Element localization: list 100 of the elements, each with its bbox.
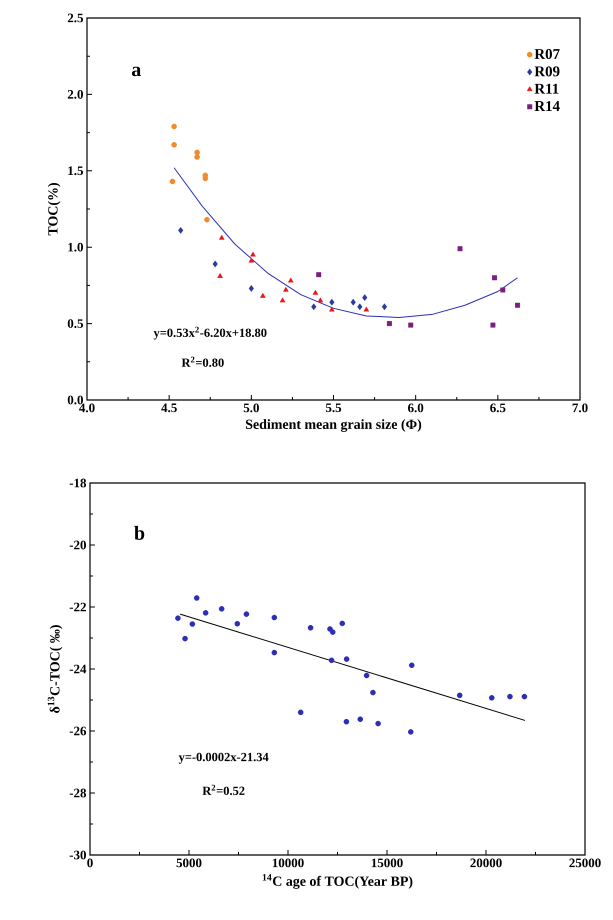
point [515, 302, 520, 308]
point [260, 292, 266, 298]
x-tick-label: 5.0 [244, 404, 259, 412]
x-tick-label: 7.0 [572, 404, 588, 412]
point [350, 298, 356, 306]
point [488, 695, 495, 701]
point [311, 303, 316, 310]
point [218, 234, 225, 240]
point [194, 595, 200, 601]
y-tick-label: 2.0 [68, 90, 83, 99]
point [492, 275, 498, 280]
x-tick-label: 25000 [569, 858, 601, 868]
point [312, 290, 318, 295]
annotation: b [134, 526, 144, 540]
y-tick-label: 1.0 [68, 242, 83, 252]
x-tick-label: 5000 [176, 858, 202, 868]
x-tick-label: 10000 [272, 858, 304, 868]
legend-label: R11 [534, 84, 558, 94]
y-tick-label: -22 [70, 602, 86, 612]
line-series [174, 167, 518, 318]
point [344, 656, 350, 662]
y-tick-label: -18 [70, 478, 86, 488]
point [272, 614, 278, 620]
point [171, 142, 177, 148]
point [318, 297, 324, 302]
point [408, 322, 414, 328]
x-tick-label: 15000 [372, 858, 403, 868]
point [298, 710, 304, 716]
annotation: y=0.53x$^{2}$-6.20x+18.80 [154, 326, 267, 340]
point [212, 260, 218, 268]
point [458, 246, 463, 252]
point [408, 729, 414, 735]
y-tick-label: 1.5 [68, 166, 84, 176]
point [250, 252, 256, 257]
point [316, 272, 322, 278]
point [328, 658, 334, 664]
point [283, 286, 289, 292]
point [190, 621, 196, 627]
y-tick-label: -30 [70, 850, 86, 860]
point [194, 154, 200, 160]
point [329, 298, 334, 306]
legend-label: R14 [534, 101, 560, 111]
point [370, 690, 376, 696]
point [386, 321, 392, 326]
point [202, 610, 208, 616]
point [357, 716, 364, 722]
point [218, 606, 224, 612]
point [330, 629, 336, 635]
point [507, 694, 513, 700]
point [408, 662, 415, 668]
y-tick-label: 0.5 [68, 319, 84, 328]
y-tick-label: -26 [70, 726, 86, 736]
legend-label: R09 [534, 66, 560, 76]
y-axis-title: TOC(%) [48, 183, 60, 236]
point [344, 718, 350, 724]
point [490, 322, 496, 328]
point [364, 672, 370, 678]
point [244, 611, 250, 617]
point [175, 615, 181, 621]
point [280, 297, 286, 302]
point [217, 273, 223, 278]
point [178, 226, 184, 234]
y-tick-label: -24 [70, 664, 86, 674]
point [182, 636, 188, 642]
x-tick-label: 0 [87, 858, 93, 868]
x-tick-label: 20000 [470, 858, 502, 868]
x-tick-label: 4.0 [79, 404, 95, 412]
point [194, 150, 200, 156]
point [382, 303, 388, 310]
annotation: a [132, 66, 141, 76]
point [375, 720, 381, 726]
annotation: R$^{2}$=0.52 [202, 784, 244, 796]
point [500, 287, 506, 292]
point [204, 216, 210, 222]
point [329, 306, 335, 312]
point [364, 306, 370, 312]
point [339, 620, 346, 626]
point [248, 285, 254, 292]
point [288, 278, 294, 283]
y-tick-label: 0.0 [68, 396, 83, 404]
point [357, 303, 362, 310]
point [522, 694, 528, 700]
annotation: y=-0.0002x-21.34 [178, 752, 268, 764]
x-tick-label: 6.0 [408, 404, 424, 412]
point [234, 620, 240, 627]
annotation: R$^{2}$=0.80 [182, 356, 224, 367]
point [248, 258, 254, 263]
x-axis-title: $^{14}$C age of TOC(Year BP) [262, 874, 412, 889]
x-tick-label: 4.5 [161, 404, 177, 412]
y-tick-label: -28 [70, 788, 86, 798]
legend-label: R07 [534, 48, 560, 59]
y-tick-label: 2.5 [68, 14, 84, 22]
point [170, 178, 176, 184]
point [272, 650, 278, 656]
x-axis-title: Sediment mean grain size (Φ) [246, 419, 422, 432]
x-tick-label: 5.5 [326, 404, 342, 412]
point [362, 294, 368, 302]
point [456, 692, 462, 698]
x-tick-label: 6.5 [490, 404, 506, 412]
y-tick-label: -20 [70, 540, 86, 550]
